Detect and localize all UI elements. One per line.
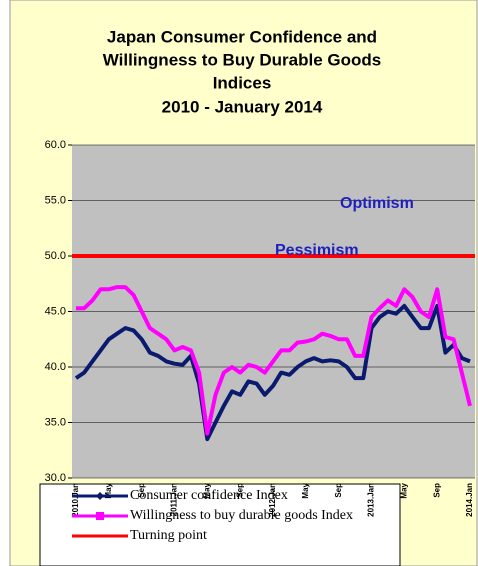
annotation: Pessimism — [275, 242, 359, 259]
y-tick-label: 55.0 — [45, 194, 66, 206]
x-tick-label: May — [104, 482, 113, 498]
x-tick-label: 2013.Jan — [367, 483, 376, 517]
legend-label: Turning point — [130, 528, 207, 543]
legend-marker — [96, 492, 104, 500]
y-tick-label: 60.0 — [45, 139, 66, 151]
y-tick-label: 30.0 — [45, 472, 66, 484]
x-tick-label: May — [202, 482, 211, 498]
series-line — [76, 285, 472, 436]
y-tick-label: 35.0 — [45, 416, 66, 428]
x-tick-label: 2012.Jan — [268, 483, 277, 517]
x-tick-label: Sep — [334, 483, 343, 498]
legend-label: Consumer confidence Index — [130, 488, 288, 503]
y-tick-label: 40.0 — [45, 361, 66, 373]
chart-title: Indices — [213, 73, 272, 92]
x-tick-label: Sep — [137, 483, 146, 498]
x-tick-label: May — [301, 482, 310, 498]
chart-title: Japan Consumer Confidence and — [107, 27, 377, 46]
x-tick-label: 2014.Jan — [465, 483, 474, 517]
x-tick-label: Sep — [432, 483, 441, 498]
annotation: Optimism — [340, 195, 414, 212]
y-tick-label: 50.0 — [45, 250, 66, 262]
legend-label: Willingness to buy durable goods Index — [130, 508, 353, 523]
x-tick-label: 2011.Jan — [170, 483, 179, 516]
series-line — [74, 303, 471, 442]
y-tick-label: 45.0 — [45, 305, 66, 317]
chart-subtitle: 2010 - January 2014 — [162, 97, 323, 116]
legend-marker — [96, 512, 104, 520]
chart-title: Willingness to Buy Durable Goods — [103, 50, 381, 69]
x-tick-label: 2010.Jan — [71, 483, 80, 517]
x-tick-label: May — [399, 482, 408, 498]
x-tick-label: Sep — [235, 483, 244, 498]
